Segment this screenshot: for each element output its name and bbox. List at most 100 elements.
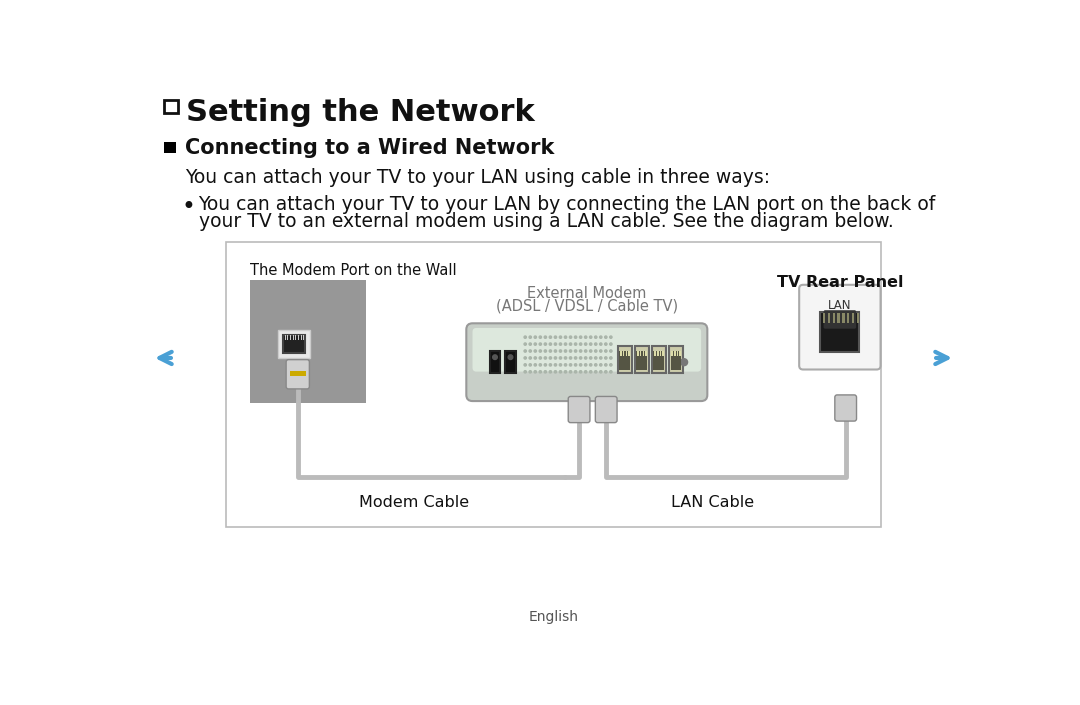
- Circle shape: [565, 336, 567, 338]
- Text: Modem Cable: Modem Cable: [359, 495, 469, 510]
- Circle shape: [575, 336, 577, 338]
- Circle shape: [529, 357, 531, 359]
- Circle shape: [580, 364, 582, 366]
- Circle shape: [580, 343, 582, 345]
- Bar: [636, 351, 647, 370]
- Circle shape: [580, 336, 582, 338]
- FancyBboxPatch shape: [473, 328, 701, 372]
- Circle shape: [559, 371, 562, 373]
- Circle shape: [554, 343, 556, 345]
- FancyBboxPatch shape: [835, 395, 856, 421]
- Bar: [653, 351, 664, 370]
- Text: Connecting to a Wired Network: Connecting to a Wired Network: [185, 138, 554, 159]
- Bar: [620, 351, 622, 355]
- Circle shape: [535, 350, 537, 352]
- Circle shape: [569, 336, 571, 338]
- Circle shape: [580, 371, 582, 373]
- Circle shape: [524, 371, 526, 373]
- Bar: [303, 335, 305, 341]
- Circle shape: [539, 371, 541, 373]
- Circle shape: [529, 364, 531, 366]
- Bar: [672, 351, 673, 355]
- Circle shape: [539, 350, 541, 352]
- Text: LAN: LAN: [828, 300, 852, 312]
- Bar: [623, 351, 624, 355]
- Circle shape: [595, 336, 597, 338]
- Bar: [289, 335, 291, 341]
- Circle shape: [605, 350, 607, 352]
- Circle shape: [605, 336, 607, 338]
- Bar: [291, 372, 306, 376]
- Circle shape: [569, 371, 571, 373]
- Circle shape: [550, 371, 552, 373]
- Circle shape: [595, 364, 597, 366]
- Circle shape: [610, 364, 612, 366]
- Circle shape: [550, 343, 552, 345]
- Circle shape: [584, 343, 586, 345]
- Circle shape: [680, 359, 688, 366]
- Text: Setting the Network: Setting the Network: [186, 99, 535, 128]
- Circle shape: [565, 371, 567, 373]
- Circle shape: [524, 350, 526, 352]
- Circle shape: [539, 336, 541, 338]
- Circle shape: [595, 357, 597, 359]
- Circle shape: [569, 350, 571, 352]
- Circle shape: [492, 355, 497, 360]
- Bar: [640, 351, 642, 355]
- Bar: [821, 312, 860, 352]
- Bar: [833, 313, 835, 322]
- Bar: [489, 351, 500, 372]
- FancyBboxPatch shape: [824, 310, 856, 329]
- Bar: [249, 280, 366, 403]
- Circle shape: [565, 343, 567, 345]
- Circle shape: [575, 357, 577, 359]
- Bar: [283, 335, 305, 353]
- Circle shape: [590, 343, 592, 345]
- Circle shape: [569, 343, 571, 345]
- Bar: [618, 346, 632, 374]
- Text: External Modem: External Modem: [527, 286, 647, 301]
- Circle shape: [575, 371, 577, 373]
- Circle shape: [559, 364, 562, 366]
- Circle shape: [554, 371, 556, 373]
- Circle shape: [559, 357, 562, 359]
- Circle shape: [565, 350, 567, 352]
- Circle shape: [590, 336, 592, 338]
- Text: English: English: [528, 610, 579, 624]
- Circle shape: [550, 364, 552, 366]
- Circle shape: [535, 336, 537, 338]
- Circle shape: [569, 357, 571, 359]
- Bar: [646, 351, 647, 355]
- Circle shape: [599, 336, 602, 338]
- Circle shape: [590, 371, 592, 373]
- Circle shape: [529, 350, 531, 352]
- Circle shape: [610, 343, 612, 345]
- Bar: [669, 346, 683, 374]
- Bar: [295, 335, 296, 341]
- Circle shape: [535, 364, 537, 366]
- Circle shape: [584, 350, 586, 352]
- Bar: [227, 243, 881, 527]
- Circle shape: [544, 371, 546, 373]
- Bar: [679, 351, 681, 355]
- Circle shape: [595, 350, 597, 352]
- Bar: [635, 346, 649, 374]
- Bar: [847, 313, 850, 322]
- Bar: [298, 335, 299, 341]
- Circle shape: [565, 364, 567, 366]
- Bar: [677, 351, 678, 355]
- Circle shape: [559, 350, 562, 352]
- Circle shape: [580, 357, 582, 359]
- Circle shape: [554, 336, 556, 338]
- Circle shape: [599, 350, 602, 352]
- Circle shape: [610, 350, 612, 352]
- Circle shape: [539, 343, 541, 345]
- Text: The Modem Port on the Wall: The Modem Port on the Wall: [249, 263, 457, 278]
- Bar: [287, 335, 288, 341]
- Circle shape: [599, 343, 602, 345]
- Circle shape: [524, 343, 526, 345]
- Bar: [164, 142, 176, 153]
- Circle shape: [565, 357, 567, 359]
- Circle shape: [605, 343, 607, 345]
- FancyBboxPatch shape: [286, 360, 309, 389]
